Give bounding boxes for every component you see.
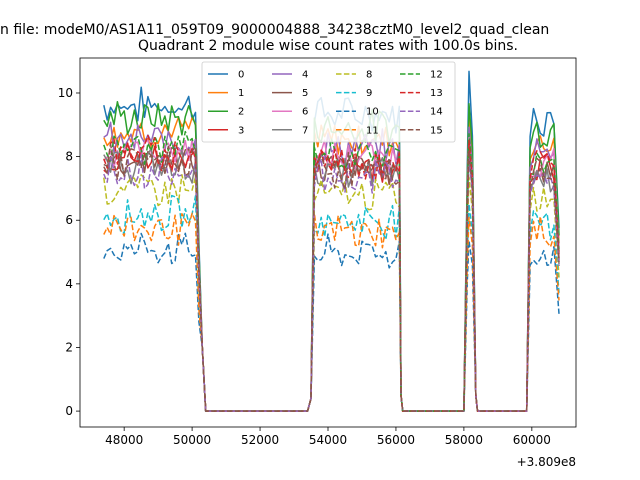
series-line-12 (103, 130, 560, 412)
legend-label: 5 (302, 88, 308, 99)
x-tick-label: 50000 (173, 433, 211, 447)
legend-label: 6 (302, 107, 308, 118)
series-line-11 (103, 212, 560, 412)
legend-label: 11 (366, 125, 379, 136)
x-offset-label: +3.809e8 (517, 455, 576, 469)
legend-label: 9 (366, 88, 372, 99)
x-tick-label: 52000 (241, 433, 279, 447)
legend-box (201, 61, 456, 143)
legend-label: 12 (430, 70, 443, 81)
y-tick-label: 8 (65, 150, 73, 164)
x-tick-label: 56000 (377, 433, 415, 447)
legend-label: 10 (366, 107, 379, 118)
y-tick-label: 10 (58, 86, 73, 100)
series-line-15 (103, 143, 560, 412)
chart-title: Quadrant 2 module wise count rates with … (138, 38, 518, 54)
series-line-9 (103, 194, 560, 412)
x-tick-label: 58000 (445, 433, 483, 447)
y-tick-label: 0 (65, 404, 73, 418)
legend-label: 15 (430, 125, 443, 136)
x-tick-label: 54000 (309, 433, 347, 447)
y-tick-label: 6 (65, 213, 73, 227)
legend-label: 2 (238, 107, 244, 118)
x-tick-label: 48000 (105, 433, 143, 447)
y-tick-label: 4 (65, 277, 73, 291)
series-line-5 (103, 146, 560, 412)
legend-label: 7 (302, 125, 308, 136)
axes: 48000 50000 52000 54000 56000 58000 60000 0 2 4 6 8… (58, 57, 577, 447)
series-line-8 (103, 173, 560, 412)
legend-label: 4 (302, 70, 308, 81)
legend-label: 14 (430, 107, 443, 118)
plot-area (103, 70, 560, 412)
legend-label: 3 (238, 125, 244, 136)
series-line-10 (103, 232, 560, 412)
chart-suptitle: n file: modeM0/AS1A11_059T09_9000004888_… (0, 22, 549, 38)
y-tick-label: 2 (65, 340, 73, 354)
legend-label: 13 (430, 88, 443, 99)
legend-label: 8 (366, 70, 372, 81)
legend-label: 0 (238, 70, 244, 81)
x-tick-label: 60000 (513, 433, 551, 447)
series-line-14 (103, 154, 560, 412)
legend-label: 1 (238, 88, 244, 99)
series-line-13 (103, 134, 560, 412)
